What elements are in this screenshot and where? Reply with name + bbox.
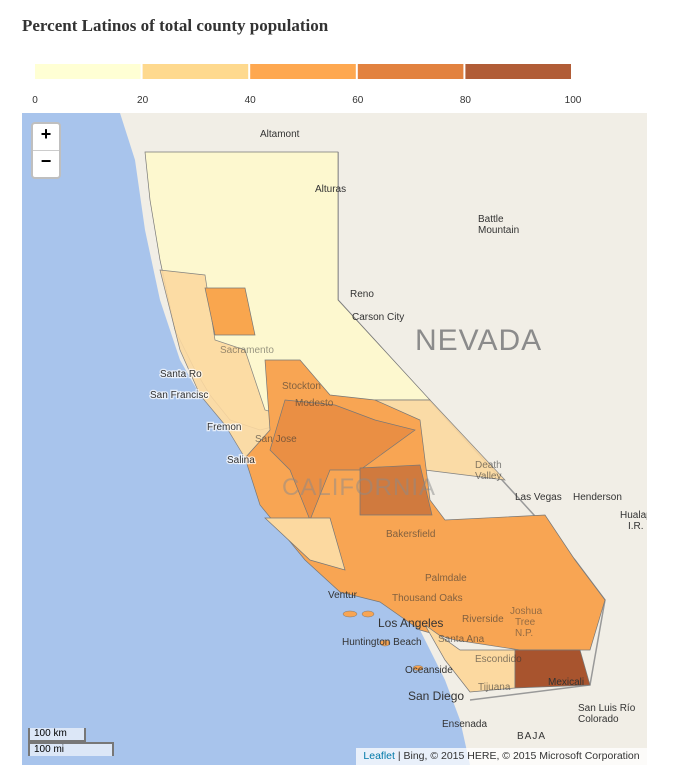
place-label: Tijuana bbox=[478, 682, 511, 693]
place-label: Colorado bbox=[578, 714, 619, 725]
place-label: Los Angeles bbox=[378, 616, 443, 630]
legend-swatch bbox=[35, 64, 141, 79]
place-label: Mexicali bbox=[548, 677, 584, 688]
region-slo bbox=[264, 517, 346, 571]
legend-tick-label: 60 bbox=[352, 95, 364, 106]
place-label: Joshua bbox=[510, 606, 543, 617]
legend-swatch bbox=[357, 64, 464, 79]
place-label: Altamont bbox=[260, 129, 300, 140]
legend-tick-label: 100 bbox=[565, 95, 582, 106]
region-label: NEVADA bbox=[415, 324, 542, 357]
place-label: Bakersfield bbox=[386, 529, 435, 540]
map: Altamont Alturas Battle Mountain Reno Ca… bbox=[22, 113, 647, 765]
zoom-control: + − bbox=[31, 122, 61, 179]
place-label: Carson City bbox=[352, 312, 404, 323]
legend-swatch bbox=[142, 64, 249, 79]
place-label: Modesto bbox=[295, 398, 334, 409]
place-label: Fremon bbox=[207, 422, 241, 433]
place-label: Oceanside bbox=[405, 665, 453, 676]
channel-islands bbox=[342, 610, 424, 671]
place-label: Alturas bbox=[315, 184, 346, 195]
attribution-text: | Bing, © 2015 HERE, © 2015 Microsoft Co… bbox=[394, 750, 640, 762]
place-label: Battle bbox=[478, 214, 504, 225]
place-label: Hualap bbox=[620, 510, 647, 521]
place-labels: Altamont Alturas Battle Mountain Reno Ca… bbox=[149, 129, 647, 742]
place-label: Palmdale bbox=[425, 573, 467, 584]
place-label: Santa Ana bbox=[438, 634, 485, 645]
legend-swatch bbox=[250, 64, 356, 79]
leaflet-link[interactable]: Leaflet bbox=[363, 750, 395, 762]
place-label: Tree bbox=[515, 617, 536, 628]
region-tulare bbox=[359, 464, 433, 516]
place-label: Death bbox=[475, 460, 502, 471]
place-label: N.P. bbox=[515, 628, 533, 639]
place-label: Valley bbox=[475, 471, 502, 482]
region-imperial bbox=[514, 649, 591, 689]
place-label: Salina bbox=[227, 455, 255, 466]
legend-tick-label: 80 bbox=[460, 95, 472, 106]
place-label: San Diego bbox=[408, 689, 464, 703]
legend-tick-label: 40 bbox=[245, 95, 257, 106]
place-label: Ventur bbox=[328, 590, 358, 601]
place-label: Escondido bbox=[475, 654, 522, 665]
place-label: Ensenada bbox=[442, 719, 487, 730]
place-label: I.R. bbox=[628, 521, 644, 532]
region-label: CALIFORNIA bbox=[282, 474, 436, 501]
legend: 0 20 40 60 80 100 bbox=[32, 64, 582, 106]
place-label: Henderson bbox=[573, 492, 622, 503]
zoom-in[interactable]: + bbox=[33, 124, 59, 151]
place-label: San Jose bbox=[255, 434, 297, 445]
place-label: Reno bbox=[350, 289, 374, 300]
place-label: Santa Ro bbox=[160, 369, 202, 380]
legend-swatch bbox=[465, 64, 571, 79]
place-label: Las Vegas bbox=[515, 492, 562, 503]
title: Percent Latinos of total county populati… bbox=[22, 16, 329, 35]
legend-tick-label: 20 bbox=[137, 95, 149, 106]
place-label: Stockton bbox=[282, 381, 321, 392]
place-label: Thousand Oaks bbox=[392, 593, 463, 604]
place-label: Sacramento bbox=[220, 345, 274, 356]
scale-km: 100 km bbox=[28, 728, 86, 742]
zoom-out[interactable]: − bbox=[40, 151, 52, 171]
place-label: San Luis Río bbox=[578, 703, 636, 714]
region-label: BAJA bbox=[517, 731, 546, 742]
legend-tick-label: 0 bbox=[32, 95, 38, 106]
attribution: Leaflet | Bing, © 2015 HERE, © 2015 Micr… bbox=[356, 748, 647, 765]
place-label: Riverside bbox=[462, 614, 504, 625]
region-colusa bbox=[204, 287, 256, 336]
place-label: Mountain bbox=[478, 225, 519, 236]
place-label: Huntington Beach bbox=[342, 637, 422, 648]
scale-mi: 100 mi bbox=[28, 742, 114, 756]
place-label: San Francisc bbox=[150, 390, 208, 401]
region-valley bbox=[269, 399, 416, 521]
